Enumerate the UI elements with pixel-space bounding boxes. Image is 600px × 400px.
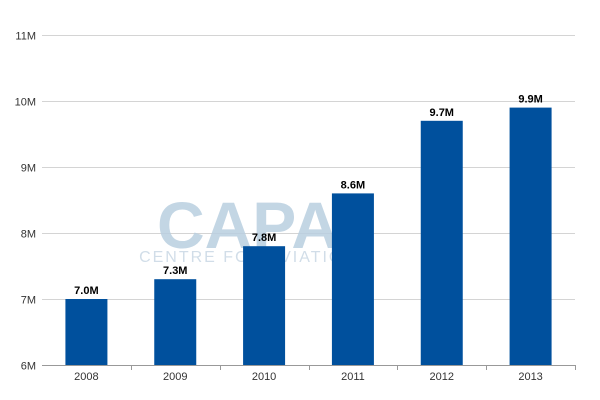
x-tick-label-2009: 2009 <box>163 371 187 383</box>
bar-2012 <box>420 120 463 365</box>
bar-2009 <box>154 279 197 365</box>
y-tick-label: 7M <box>21 295 36 307</box>
axes: 6M 7M 8M 9M 10M 11M 2008 2009 2010 2011 2012 2013 <box>15 31 576 383</box>
data-label-2009: 7.3M <box>163 265 187 277</box>
data-label-2013: 9.9M <box>518 94 542 106</box>
data-label-2011: 8.6M <box>341 179 365 191</box>
bar-2010 <box>243 246 286 365</box>
y-tick-label: 6M <box>21 361 36 373</box>
x-tick-label-2013: 2013 <box>518 371 542 383</box>
x-tick-label-2008: 2008 <box>74 371 98 383</box>
data-label-2010: 7.8M <box>252 232 276 244</box>
data-label-2008: 7.0M <box>74 285 98 297</box>
x-tick-label-2012: 2012 <box>430 371 454 383</box>
bar-2013 <box>509 107 552 365</box>
y-tick-label: 10M <box>15 97 36 109</box>
y-tick-label: 8M <box>21 229 36 241</box>
y-tick-label: 11M <box>15 31 36 43</box>
gridlines <box>42 35 575 300</box>
bar-2008 <box>65 299 108 365</box>
x-tick-label-2011: 2011 <box>341 371 365 383</box>
data-label-2012: 9.7M <box>430 107 454 119</box>
y-tick-label: 9M <box>21 163 36 175</box>
data-labels: 7.0M 7.3M 7.8M 8.6M 9.7M 9.9M <box>74 94 543 297</box>
bar-2011 <box>331 193 374 365</box>
x-tick-label-2010: 2010 <box>252 371 276 383</box>
bars <box>65 107 552 365</box>
